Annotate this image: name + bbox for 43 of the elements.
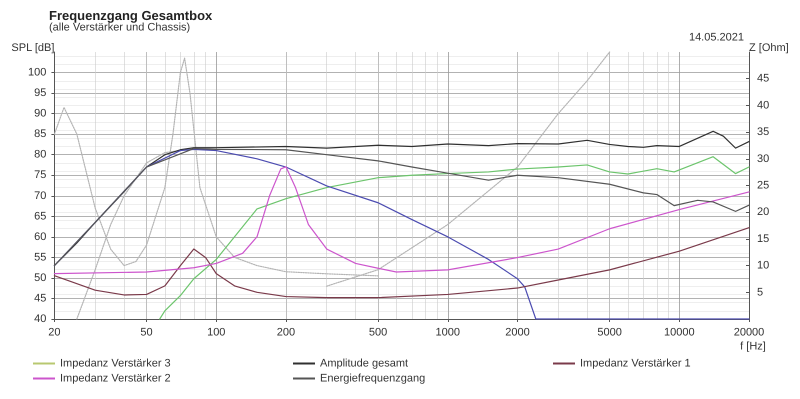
chart-subtitle: (alle Verstärker und Chassis) (49, 22, 190, 34)
y2-tick-label: 10 (757, 260, 770, 272)
y2-tick-label: 5 (757, 286, 764, 298)
x-tick-label: 5000 (597, 326, 622, 338)
y2-tick-label: 15 (757, 232, 770, 245)
legend-label: Impedanz Verstärker 3 (60, 358, 171, 370)
x-tick-label: 10000 (664, 326, 695, 338)
y-tick-label: 80 (34, 148, 46, 161)
legend-label: Energiefrequenzgang (320, 372, 426, 384)
y2-axis-title: Z [Ohm] (749, 42, 789, 54)
x-tick-label: 100 (207, 326, 226, 338)
text: 14.05.2021 (688, 32, 744, 44)
x-tick-label: 20 (48, 326, 61, 338)
x-tick-label: 2000 (505, 326, 530, 338)
y-tick-label: 70 (34, 190, 46, 202)
y2-tick-label: 25 (757, 180, 770, 192)
x-tick-label: 500 (368, 326, 388, 338)
y-tick-label: 40 (34, 313, 46, 325)
y2-tick-label: 45 (757, 72, 770, 85)
y-tick-label: 90 (34, 108, 46, 120)
y-tick-label: 50 (34, 272, 46, 284)
y2-tick-label: 35 (757, 126, 770, 138)
x-tick-label: 200 (276, 326, 296, 338)
legend-label: Impedanz Verstärker 1 (580, 358, 691, 370)
chart-title: Frequenzgang Gesamtbox (49, 8, 214, 23)
y-tick-label: 85 (34, 128, 46, 140)
y2-tick-label: 20 (757, 206, 770, 218)
y2-tick-label: 40 (757, 99, 770, 112)
y-tick-label: 95 (34, 87, 46, 100)
y-tick-label: 75 (34, 169, 46, 182)
y-tick-label: 55 (34, 251, 46, 264)
y-tick-label: 60 (34, 230, 46, 243)
y-axis-title: SPL [dB] (11, 42, 54, 54)
y-tick-label: 45 (34, 292, 46, 304)
x-axis-title: f [Hz] (740, 340, 766, 352)
y-tick-label: 100 (28, 66, 46, 79)
y-tick-label: 65 (34, 210, 46, 222)
y2-tick-label: 30 (757, 152, 770, 165)
x-tick-label: 20000 (734, 326, 764, 338)
legend-label: Amplitude gesamt (320, 358, 408, 370)
legend-label: Impedanz Verstärker 2 (60, 372, 171, 384)
x-tick-label: 50 (140, 326, 153, 338)
x-tick-label: 1000 (436, 326, 460, 338)
